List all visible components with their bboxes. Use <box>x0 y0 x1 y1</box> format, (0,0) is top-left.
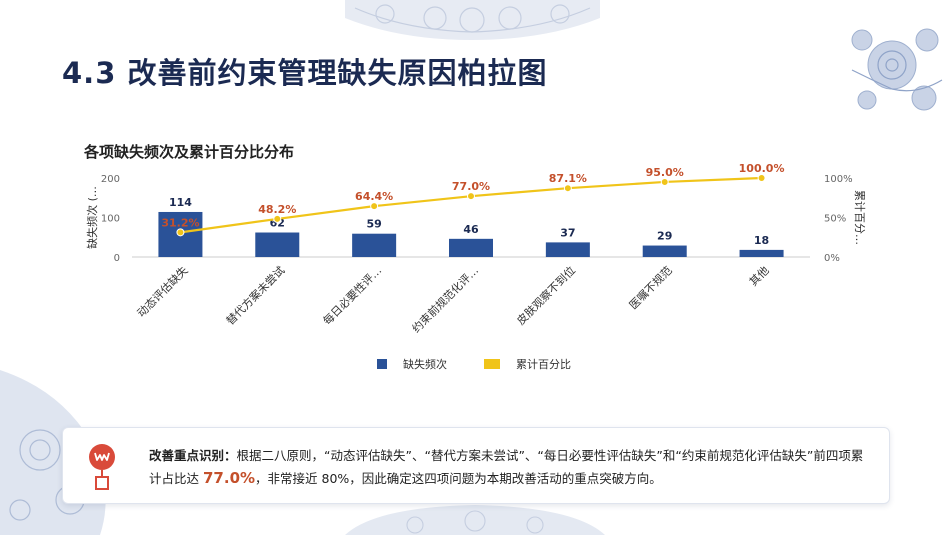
legend-label-line: 累计百分比 <box>516 358 571 371</box>
bar-value-label: 59 <box>366 218 381 231</box>
cumulative-value-label: 77.0% <box>452 180 490 193</box>
bar <box>545 242 590 257</box>
improvement-note-card: 改善重点识别：根据二八原则，“动态评估缺失”、“替代方案未尝试”、“每日必要性评… <box>62 427 890 504</box>
y-axis-title: 缺失频次 (… <box>85 186 99 249</box>
cumulative-point <box>273 214 282 223</box>
y-tick-label: 200 <box>101 174 120 185</box>
cumulative-point <box>176 228 185 237</box>
decorative-pattern-bottom-center <box>345 505 605 535</box>
y2-axis-title: 累计百分… <box>853 190 866 245</box>
note-text: 改善重点识别：根据二八原则，“动态评估缺失”、“替代方案未尝试”、“每日必要性评… <box>149 445 869 490</box>
bar <box>642 245 687 257</box>
y-tick-label: 0 <box>114 253 120 264</box>
y2-tick-label: 50% <box>824 214 846 225</box>
cumulative-point <box>660 177 669 186</box>
bar-value-label: 18 <box>754 234 769 247</box>
bar <box>449 238 493 257</box>
y-tick-label: 100 <box>101 214 120 225</box>
legend-label-bar: 缺失频次 <box>403 357 447 371</box>
x-tick-label: 替代方案未尝试 <box>223 263 287 327</box>
y2-tick-label: 100% <box>824 174 853 185</box>
legend-swatch-bar <box>377 359 387 369</box>
cumulative-value-label: 48.2% <box>258 203 296 216</box>
bar <box>352 233 397 257</box>
cumulative-value-label: 87.1% <box>549 172 587 185</box>
note-body-before: 根据二八原则，“动态评估缺失”、“替代方案未尝试”、“每日必要性评估缺失”和“约… <box>149 448 864 486</box>
cumulative-value-label: 95.0% <box>646 166 684 179</box>
cumulative-value-label: 64.4% <box>355 190 393 203</box>
cumulative-value-label: 100.0% <box>739 162 785 175</box>
bar-value-label: 37 <box>560 226 575 239</box>
bar <box>739 249 784 257</box>
x-tick-label: 每日必要性评… <box>320 263 384 327</box>
x-tick-label: 动态评估缺失 <box>134 263 191 320</box>
x-tick-label: 医嘱不规范 <box>626 263 675 312</box>
x-tick-label: 其他 <box>747 264 772 289</box>
note-lead: 改善重点识别： <box>149 448 237 463</box>
cumulative-point <box>563 184 572 193</box>
y2-tick-label: 0% <box>824 253 840 264</box>
bar <box>255 232 300 257</box>
x-tick-label: 皮肤观察不到位 <box>514 263 578 327</box>
x-tick-label: 约束前规范化评… <box>409 263 481 335</box>
bar-value-label: 29 <box>657 230 672 243</box>
cumulative-point <box>757 174 766 182</box>
note-body-after: ，非常接近 80%，因此确定这四项问题为本期改善活动的重点突破方向。 <box>255 471 662 486</box>
cumulative-point <box>467 192 475 201</box>
note-badge-icon <box>89 444 115 490</box>
chart-title: 各项缺失频次及累计百分比分布 <box>84 143 295 161</box>
note-highlight-value: 77.0% <box>203 469 256 487</box>
legend-swatch-line <box>484 359 500 369</box>
bar-value-label: 114 <box>169 196 192 209</box>
cumulative-value-label: 31.2% <box>161 216 199 229</box>
bar-value-label: 46 <box>463 223 479 236</box>
page-title: 4.3 改善前约束管理缺失原因柏拉图 <box>62 56 548 90</box>
cumulative-point <box>370 202 379 211</box>
